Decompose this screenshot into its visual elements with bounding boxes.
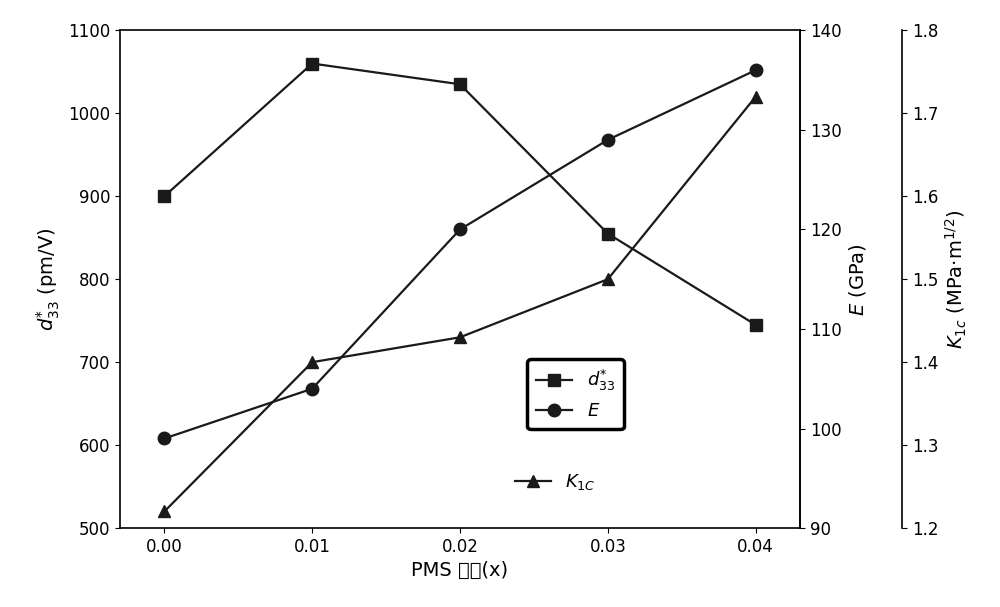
$d_{33}^{*}$ [602, 230, 614, 237]
$d_{33}^{*}$ [158, 192, 170, 200]
$E$ [158, 435, 170, 442]
Line: $K_{1C}$: $K_{1C}$ [158, 90, 762, 518]
Y-axis label: $E$ (GPa): $E$ (GPa) [847, 243, 868, 316]
Legend: $K_{1C}$: $K_{1C}$ [507, 465, 603, 499]
$d_{33}^{*}$ [454, 81, 466, 88]
$E$ [306, 385, 318, 392]
$K_{1C}$ [158, 508, 170, 515]
$E$ [750, 67, 762, 74]
$K_{1C}$ [454, 334, 466, 341]
Line: $E$: $E$ [158, 64, 762, 445]
X-axis label: PMS 含量(x): PMS 含量(x) [411, 561, 509, 580]
Y-axis label: $K_{1c}$ (MPa·m$^{1/2}$): $K_{1c}$ (MPa·m$^{1/2}$) [944, 209, 969, 349]
$K_{1C}$ [750, 93, 762, 100]
$K_{1C}$ [306, 359, 318, 366]
$E$ [602, 136, 614, 143]
$K_{1C}$ [602, 276, 614, 283]
$d_{33}^{*}$ [306, 60, 318, 67]
Line: $d_{33}^{*}$: $d_{33}^{*}$ [158, 57, 762, 331]
$E$ [454, 226, 466, 233]
Y-axis label: $d_{33}^{*}$ (pm/V): $d_{33}^{*}$ (pm/V) [35, 228, 62, 331]
$d_{33}^{*}$ [750, 321, 762, 328]
